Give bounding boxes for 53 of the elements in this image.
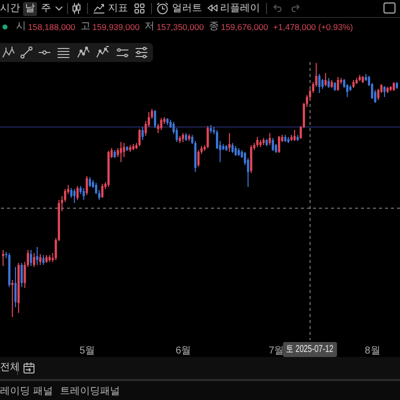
x-tick-label: 5월 <box>80 346 96 356</box>
candlestick <box>160 118 162 131</box>
candlestick <box>120 141 122 163</box>
candlestick <box>154 109 156 129</box>
candlestick <box>272 137 274 152</box>
candlestick <box>88 176 92 188</box>
text: 159,676,000 <box>220 21 268 33</box>
candlestick <box>39 254 42 266</box>
candlestick <box>336 76 340 92</box>
candlestick <box>138 128 141 147</box>
x-tick-label: 7월 <box>268 346 284 356</box>
text: 레이딩 패널 <box>0 386 53 398</box>
candlestick <box>377 88 380 101</box>
candlestick <box>250 144 252 174</box>
candlestick <box>328 77 330 88</box>
candlestick <box>76 185 79 200</box>
x-tick-label: 8월 <box>364 346 380 356</box>
candlestick <box>42 254 45 266</box>
text: 158,188,000 <box>28 21 76 33</box>
text: 지표 <box>108 3 128 15</box>
text: 날 <box>23 2 37 16</box>
candlestick <box>321 78 324 90</box>
x-tick-label: 6월 <box>176 346 192 356</box>
candlestick <box>278 135 280 154</box>
candlestick <box>36 246 38 266</box>
text: 종 <box>208 21 219 33</box>
candlestick <box>86 176 88 196</box>
text: 159,939,000 <box>92 21 140 33</box>
text: +1,478,000 (+0.93%) <box>273 21 353 33</box>
text: 고 <box>80 21 90 33</box>
text: 얼러트 <box>172 3 202 15</box>
candlestick <box>30 249 32 266</box>
candlestick <box>101 183 104 198</box>
text: 리플레이 <box>220 3 260 15</box>
text: 시간 <box>0 3 20 15</box>
text: 저 <box>144 21 155 33</box>
candlestick <box>20 262 23 288</box>
candlestick <box>142 126 144 140</box>
text: 157,350,000 <box>156 21 204 33</box>
text: 전체 <box>0 362 20 374</box>
candlestick <box>206 125 209 149</box>
candlestick <box>33 252 36 268</box>
candlestick <box>231 142 234 154</box>
text: 트레이딩패널 <box>60 386 120 398</box>
candlestick <box>82 187 85 200</box>
candlestick <box>234 146 237 156</box>
candlestick <box>14 266 17 308</box>
text: 주 <box>41 3 51 15</box>
candlestick <box>318 73 320 94</box>
text: 시 <box>16 21 26 33</box>
candlestick <box>268 132 271 146</box>
ref-line-label: 토 2025-07-12 <box>286 343 334 356</box>
candlestick <box>197 150 200 168</box>
